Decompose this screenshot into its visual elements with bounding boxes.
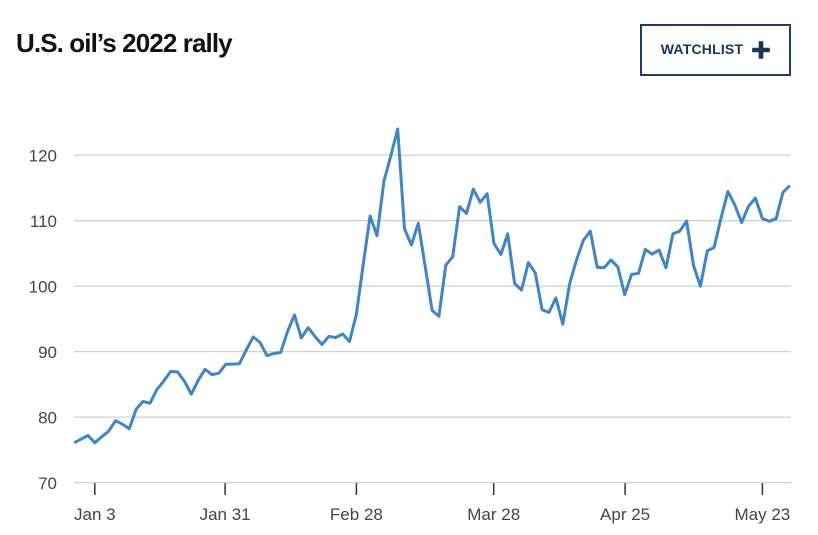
svg-text:Jan 31: Jan 31 [200, 505, 251, 524]
svg-text:Apr 25: Apr 25 [600, 505, 650, 524]
svg-text:90: 90 [38, 343, 57, 362]
svg-text:May 23: May 23 [735, 505, 791, 524]
svg-text:80: 80 [38, 409, 57, 428]
svg-text:Jan 3: Jan 3 [74, 505, 116, 524]
svg-text:100: 100 [29, 278, 57, 297]
svg-text:Feb 28: Feb 28 [330, 505, 383, 524]
svg-text:Mar 28: Mar 28 [467, 505, 520, 524]
svg-text:120: 120 [29, 147, 57, 166]
svg-text:110: 110 [30, 212, 57, 231]
svg-text:70: 70 [38, 474, 57, 493]
